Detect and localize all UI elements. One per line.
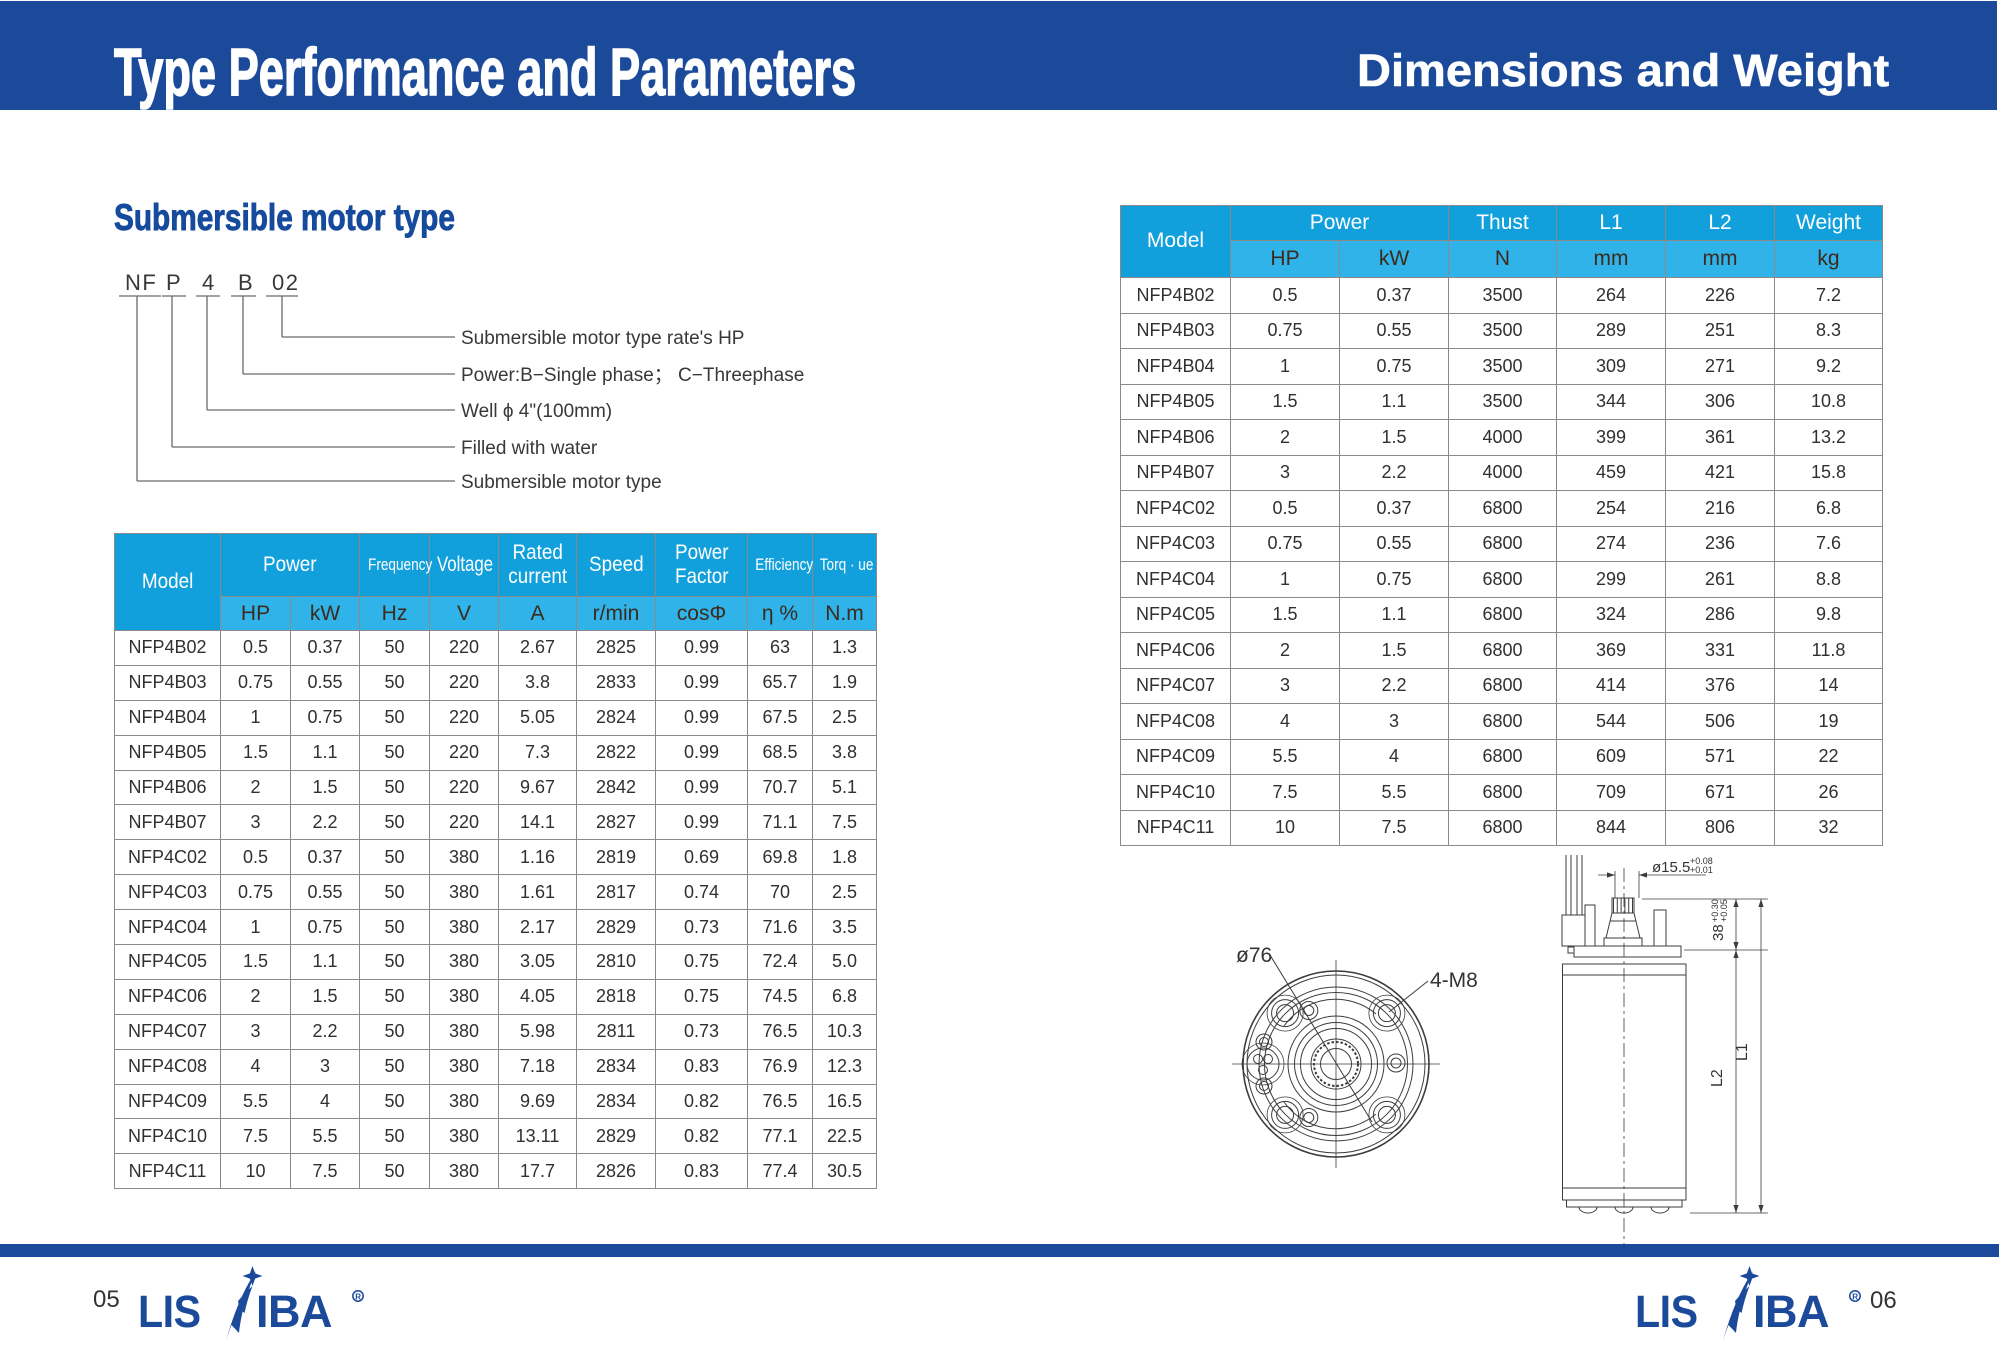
svg-text:ø76: ø76 (1236, 944, 1272, 967)
svg-text:+0.08: +0.08 (1690, 856, 1713, 866)
svg-text:R: R (1852, 1293, 1858, 1302)
svg-text:Submersible motor type rate's: Submersible motor type rate's HP (461, 328, 744, 349)
svg-text:IBA: IBA (256, 1286, 332, 1337)
svg-text:LIS: LIS (1635, 1287, 1698, 1337)
svg-text:4-M8: 4-M8 (1430, 969, 1478, 992)
svg-text:P: P (166, 270, 182, 295)
svg-text:+0.05: +0.05 (1719, 899, 1729, 922)
svg-text:38: 38 (1710, 924, 1727, 941)
svg-text:B: B (238, 270, 254, 295)
svg-text:Submersible motor type: Submersible motor type (461, 472, 662, 493)
svg-text:Power:B−Single phase； C−Threep: Power:B−Single phase； C−Threephase (461, 365, 804, 386)
svg-text:ø15.5: ø15.5 (1652, 859, 1690, 876)
svg-text:+0.01: +0.01 (1690, 865, 1713, 875)
svg-text:+0.30: +0.30 (1710, 899, 1720, 922)
svg-text:R: R (355, 1293, 361, 1302)
svg-text:L2: L2 (1709, 1069, 1726, 1087)
svg-text:02: 02 (272, 270, 299, 295)
svg-text:Well ϕ 4"(100mm): Well ϕ 4"(100mm) (461, 401, 612, 422)
svg-text:IBA: IBA (1753, 1286, 1829, 1337)
svg-text:L1: L1 (1734, 1043, 1751, 1061)
svg-text:LIS: LIS (138, 1287, 201, 1337)
svg-text:NF: NF (125, 270, 157, 295)
svg-text:Filled with water: Filled with water (461, 438, 598, 459)
svg-text:4: 4 (202, 270, 216, 295)
